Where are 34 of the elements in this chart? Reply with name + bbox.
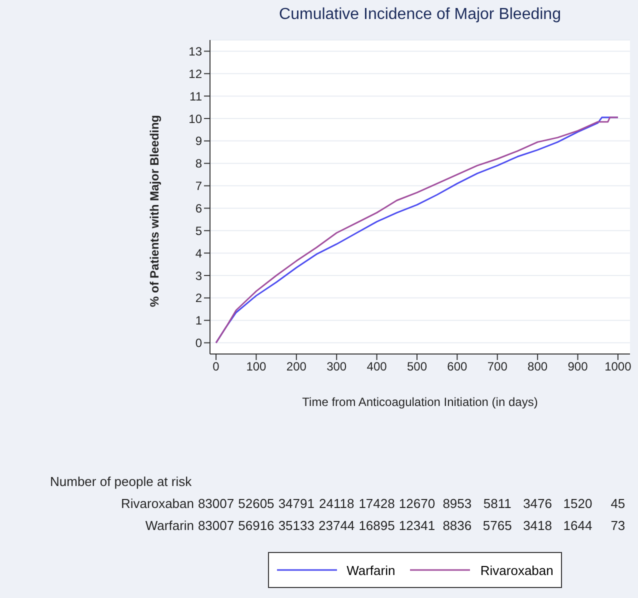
- y-tick-label: 1: [195, 314, 202, 328]
- x-tick-label: 1000: [604, 360, 632, 374]
- text: Number of people at risk: [50, 474, 192, 489]
- x-tick-label: 900: [568, 360, 588, 374]
- y-tick-label: 0: [195, 336, 202, 350]
- y-tick-label: 12: [188, 66, 202, 81]
- line-series: [215, 116, 619, 344]
- x-tick-label: 500: [406, 360, 428, 374]
- text: Warfarin 83007 56916 35133 23744 16895 12341 8836 5765 3418 1644 73: [145, 518, 626, 533]
- y-tick-label: 6: [195, 201, 202, 216]
- x-tick-label: 700: [487, 360, 508, 374]
- legend-label: Rivaroxaban: [479, 562, 554, 578]
- text: Rivaroxaban 83007 52605 34791 24118 17428 12670 8953 5811 3476 1520 45: [121, 496, 626, 511]
- y-tick-label: 4: [195, 246, 202, 260]
- y-tick-label: 8: [195, 156, 202, 171]
- y-tick-label: 9: [195, 134, 202, 148]
- x-tick-label: 400: [366, 360, 388, 374]
- y-tick-label: 10: [188, 112, 202, 126]
- y-tick-label: 2: [195, 291, 202, 306]
- x-tick-label: 200: [286, 360, 307, 374]
- y-tick-label: 3: [195, 268, 202, 283]
- x-tick-label: 0: [212, 360, 220, 374]
- chart-title: Cumulative Incidence of Major Bleeding: [278, 6, 562, 24]
- y-tick-label: 7: [195, 179, 202, 194]
- x-tick-label: 800: [528, 360, 548, 374]
- x-tick-label: 100: [246, 360, 267, 374]
- y-tick-label: 5: [195, 224, 202, 238]
- y-tick-label: 11: [190, 89, 202, 104]
- x-axis-title: Time from Anticoagulation Initiation (in days): [302, 395, 538, 409]
- x-tick-label: 300: [326, 360, 347, 374]
- x-tick-label: 600: [447, 360, 468, 374]
- legend-label: Warfarin: [346, 562, 396, 578]
- y-axis-title: % of Patients with Major Bleeding: [147, 114, 162, 307]
- y-tick-label: 13: [188, 44, 202, 58]
